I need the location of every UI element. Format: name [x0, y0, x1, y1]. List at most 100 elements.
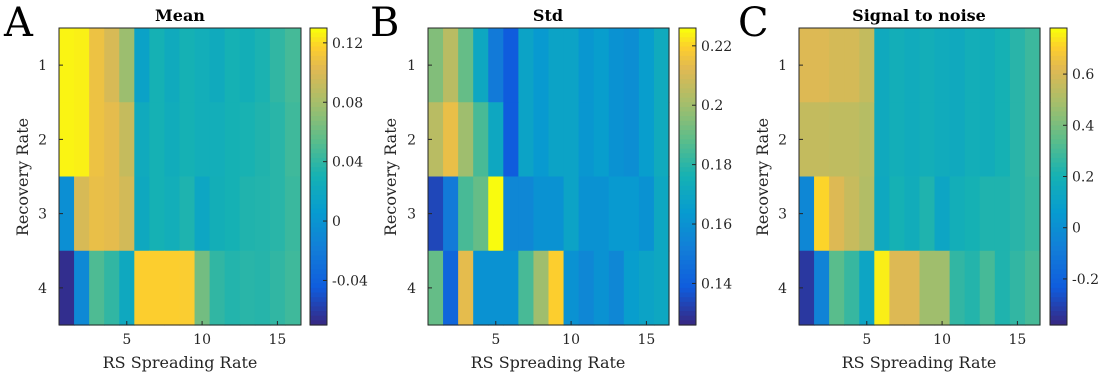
colorbar-segment [679, 111, 696, 117]
colorbar-segment [679, 213, 696, 219]
colorbar-segment [1050, 241, 1067, 247]
heatmap-cell [194, 28, 211, 103]
heatmap-cell [179, 102, 196, 178]
colorbar-segment [679, 97, 696, 103]
heatmap-cell [844, 102, 860, 178]
heatmap-cell [503, 250, 519, 326]
colorbar-segment [310, 162, 327, 168]
x-tick-label: 15 [1008, 332, 1026, 348]
colorbar-segment [679, 79, 696, 85]
colorbar-segment [1050, 60, 1067, 66]
heatmap-cell [814, 176, 830, 252]
heatmap-cell [949, 250, 966, 326]
heatmap-cell [548, 176, 565, 252]
heatmap-cell [473, 250, 489, 326]
heatmap-cell [164, 250, 181, 326]
colorbar-tick-label: 0.08 [332, 95, 363, 111]
x-ticks: 5 10 15 [491, 321, 655, 348]
colorbar-segment [1050, 55, 1067, 62]
colorbar-segment [679, 102, 696, 108]
colorbar-segment [310, 246, 327, 252]
x-tick-label: 15 [637, 332, 655, 348]
colorbar-segment [310, 139, 327, 145]
colorbar-segment [1050, 162, 1067, 168]
heatmap-cells [59, 28, 301, 326]
colorbar-segment [679, 41, 696, 48]
plot-frame [798, 27, 1041, 326]
colorbar-segment [310, 32, 327, 38]
heatmap-cell [578, 28, 595, 103]
heatmap-cell [608, 176, 625, 252]
colorbar-segment [1050, 287, 1067, 294]
heatmap-cell [829, 102, 845, 178]
colorbar-segment [679, 311, 696, 317]
heatmap-cell [979, 28, 996, 103]
heatmap-cell [889, 250, 906, 326]
colorbar-segment [679, 65, 696, 71]
heatmap-cell [653, 102, 670, 178]
colorbar-segment [679, 190, 696, 196]
colorbar-segment [679, 28, 696, 34]
heatmap-cell [563, 250, 580, 326]
colorbar-segment [310, 28, 327, 34]
heatmap-cell [1024, 250, 1041, 326]
colorbar-segment [310, 287, 327, 294]
colorbar-segment [679, 162, 696, 168]
colorbar-segment [1050, 125, 1067, 131]
heatmap-cell [224, 176, 241, 252]
heatmap-cell [889, 176, 906, 252]
y-tick-label: 1 [407, 58, 416, 74]
colorbar-segment [310, 116, 327, 122]
colorbar-tick-label: 0.14 [701, 276, 732, 292]
heatmap-cell [458, 250, 474, 326]
colorbar-segment [1050, 283, 1067, 289]
heatmap-cell [934, 250, 951, 326]
colorbar-segment [310, 171, 327, 178]
colorbar-segment [310, 292, 327, 298]
colorbar-tick-label: 0 [332, 214, 341, 230]
heatmap-cell [104, 102, 120, 178]
colorbar-segment [1050, 195, 1067, 201]
colorbar-segment [310, 185, 327, 192]
colorbar [1049, 27, 1068, 326]
heatmap-cell [904, 250, 921, 326]
heatmap-cell [254, 176, 271, 252]
colorbar-segment [310, 320, 327, 326]
colorbar-segment [679, 120, 696, 127]
heatmap-cell [269, 250, 286, 326]
y-tick-label: 2 [38, 132, 47, 148]
colorbar-segment [310, 236, 327, 243]
heatmap-cell [964, 176, 981, 252]
heatmap-cell [134, 250, 150, 326]
colorbar-segment [1050, 83, 1067, 89]
plot-frame [427, 27, 670, 326]
heatmap-cell [889, 28, 906, 103]
colorbar-segment [1050, 88, 1067, 94]
colorbar-segment [1050, 116, 1067, 122]
heatmap-cell [149, 250, 166, 326]
panel-letter-b: B [370, 0, 399, 46]
heatmap-cell [979, 176, 996, 252]
colorbar-segment [310, 167, 327, 173]
heatmap-cell [119, 28, 135, 103]
heatmap-cell [533, 102, 550, 178]
heatmap-cell [164, 28, 181, 103]
x-tick-label: 5 [122, 332, 131, 348]
colorbar-segment [310, 250, 327, 256]
colorbar-segment [310, 106, 327, 113]
heatmap-cell [104, 250, 120, 326]
colorbar-segment [679, 74, 696, 80]
colorbar-segment [679, 185, 696, 192]
heatmap-cell [949, 28, 966, 103]
heatmap-cell [799, 28, 815, 103]
colorbar-segment [1050, 204, 1067, 210]
heatmap-cell [934, 176, 951, 252]
heatmap-cell [533, 250, 550, 326]
heatmap-cell [814, 102, 830, 178]
colorbar-segment [310, 232, 327, 238]
colorbar-segment [1050, 255, 1067, 261]
colorbar-segment [1050, 199, 1067, 205]
colorbar-segment [679, 37, 696, 43]
heatmap-cell [104, 28, 120, 103]
panel-signal-to-noise: C Signal to noise 5 10 15 1 2 3 4 RS Spreadin… [738, 0, 1099, 372]
